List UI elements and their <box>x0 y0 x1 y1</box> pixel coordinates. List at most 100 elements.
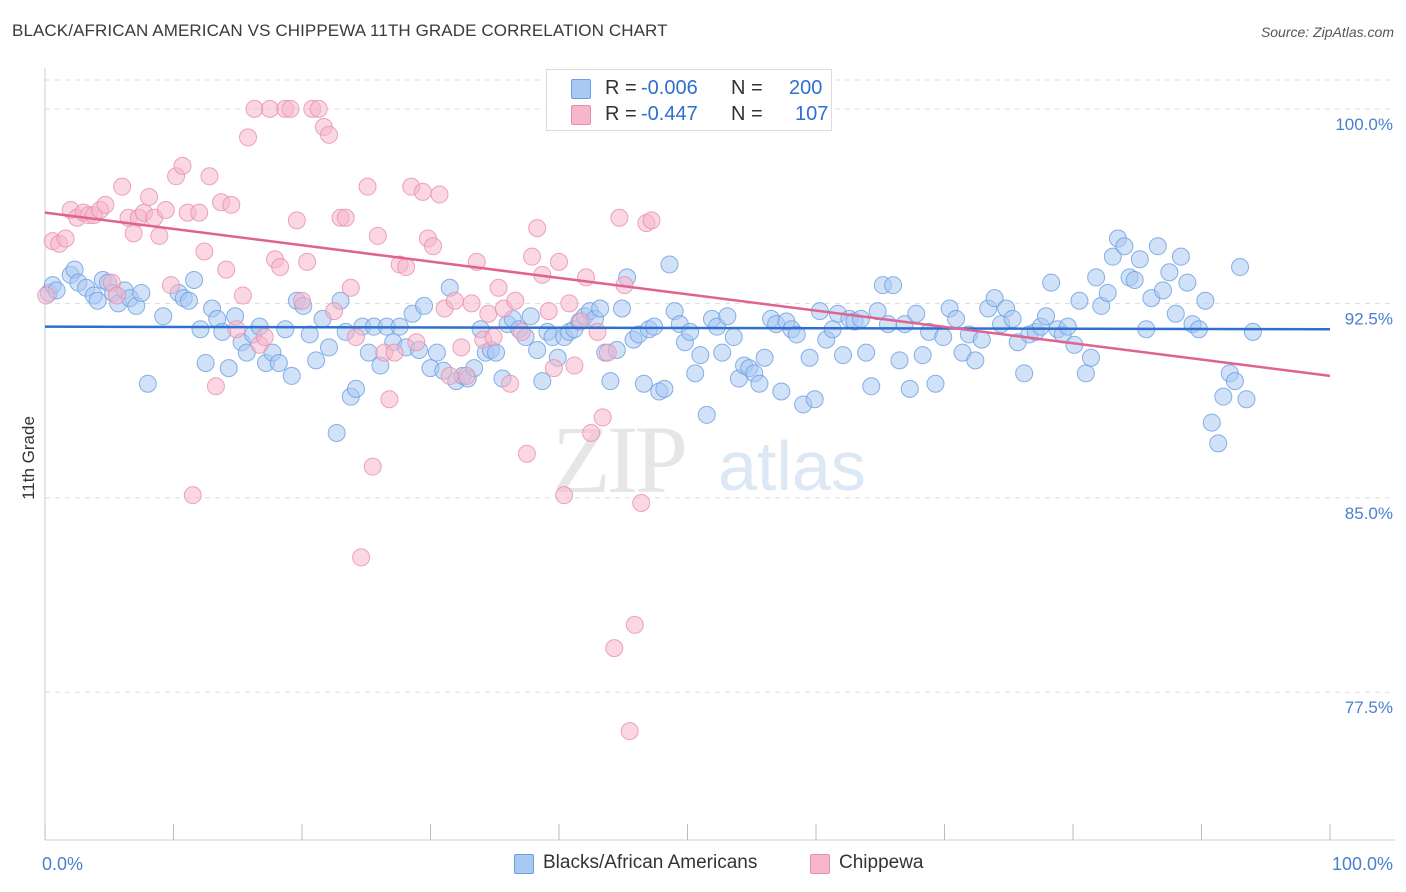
point-chippewa <box>287 211 306 230</box>
chart-source: Source: ZipAtlas.com <box>1260 24 1394 40</box>
point-chippewa <box>501 374 520 393</box>
point-chippewa <box>107 286 126 305</box>
point-chippewa <box>96 195 115 214</box>
point-chippewa <box>363 457 382 476</box>
watermark-atlas: atlas <box>718 427 866 505</box>
point-blacks <box>1103 247 1122 266</box>
point-chippewa <box>484 328 503 347</box>
point-blacks <box>772 382 791 401</box>
point-blacks <box>660 255 679 274</box>
point-chippewa <box>489 278 508 297</box>
point-blacks <box>269 353 288 372</box>
point-blacks <box>415 296 434 315</box>
point-blacks <box>681 322 700 341</box>
point-blacks <box>750 374 769 393</box>
point-chippewa <box>385 343 404 362</box>
y-axis-label: 11th Grade <box>19 416 38 500</box>
y-tick-labels: 77.5% 85.0% 92.5% 100.0% <box>1335 115 1393 717</box>
point-chippewa <box>325 302 344 321</box>
point-chippewa <box>582 423 601 442</box>
point-chippewa <box>620 722 639 741</box>
point-chippewa <box>625 615 644 634</box>
point-chippewa <box>156 201 175 219</box>
point-blacks <box>191 320 210 339</box>
y-tick-label: 77.5% <box>1345 698 1393 717</box>
point-blacks <box>1015 364 1034 383</box>
trend-lines <box>44 211 1331 378</box>
r-label: R = <box>605 103 637 125</box>
point-chippewa <box>452 338 471 357</box>
point-chippewa <box>407 333 426 352</box>
point-blacks <box>282 366 301 385</box>
point-blacks <box>913 346 932 365</box>
point-chippewa <box>610 208 629 227</box>
data-points <box>37 99 1262 741</box>
point-blacks <box>800 348 819 367</box>
point-blacks <box>1003 309 1022 328</box>
n-label: N = <box>731 77 763 99</box>
legend-swatch-blue <box>514 854 534 874</box>
point-chippewa <box>397 258 416 277</box>
point-chippewa <box>430 185 449 204</box>
point-blacks <box>132 283 151 302</box>
y-tick-label: 92.5% <box>1345 309 1393 328</box>
point-chippewa <box>358 177 377 196</box>
point-chippewa <box>260 99 279 118</box>
point-chippewa <box>528 219 547 238</box>
point-blacks <box>276 320 295 339</box>
point-blacks <box>88 291 107 310</box>
point-chippewa <box>239 128 258 147</box>
point-chippewa <box>605 639 624 658</box>
zipatlas-watermark: ZIP atlas <box>552 406 866 513</box>
stats-box: R = -0.006 N = 200 R = -0.447 N = 107 <box>546 69 832 131</box>
point-blacks <box>327 423 346 442</box>
point-chippewa <box>565 356 584 375</box>
point-blacks <box>787 325 806 344</box>
x-tick-label: 100.0% <box>1332 854 1393 874</box>
point-chippewa <box>544 359 563 378</box>
point-chippewa <box>571 312 590 331</box>
gridlines <box>45 79 1395 693</box>
point-blacks <box>1058 317 1077 336</box>
point-chippewa <box>161 276 180 295</box>
y-tick-label: 85.0% <box>1345 504 1393 523</box>
point-blacks <box>1243 322 1262 341</box>
point-chippewa <box>183 486 202 505</box>
point-chippewa <box>588 322 607 341</box>
point-chippewa <box>462 294 481 313</box>
point-blacks <box>900 379 919 398</box>
point-chippewa <box>346 328 365 347</box>
point-chippewa <box>457 366 476 385</box>
point-chippewa <box>368 226 387 245</box>
point-blacks <box>1130 250 1149 269</box>
legend: Blacks/African Americans Chippewa <box>0 850 1406 878</box>
axes <box>44 68 1395 841</box>
point-chippewa <box>200 167 219 186</box>
point-blacks <box>1076 364 1095 383</box>
point-chippewa <box>56 229 75 248</box>
point-chippewa <box>37 286 56 305</box>
point-blacks <box>533 372 552 391</box>
point-chippewa <box>281 99 300 118</box>
point-blacks <box>634 374 653 393</box>
point-chippewa <box>190 203 209 222</box>
y-tick-label: 100.0% <box>1335 115 1393 134</box>
point-chippewa <box>298 252 317 271</box>
point-blacks <box>724 328 743 347</box>
point-blacks <box>427 343 446 362</box>
point-blacks <box>890 351 909 370</box>
point-chippewa <box>593 408 612 427</box>
point-blacks <box>601 372 620 391</box>
point-blacks <box>346 379 365 398</box>
point-blacks <box>1037 307 1056 326</box>
point-blacks <box>697 405 716 424</box>
point-chippewa <box>173 156 192 175</box>
point-blacks <box>1081 348 1100 367</box>
point-chippewa <box>506 291 525 310</box>
stats-swatch-blue <box>571 79 591 99</box>
point-chippewa <box>550 252 568 271</box>
point-chippewa <box>217 260 236 279</box>
point-chippewa <box>206 377 225 396</box>
point-blacks <box>154 307 173 326</box>
point-chippewa <box>140 188 159 207</box>
